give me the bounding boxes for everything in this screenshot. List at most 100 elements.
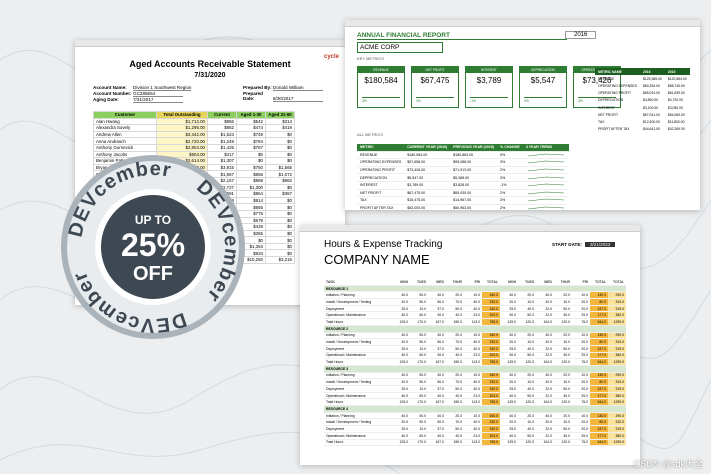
cell: $44,641.00 [642,127,660,132]
cell: 180.0 [446,318,464,326]
cell: 40.0 [554,311,572,320]
cell: 20.0 [500,338,518,346]
header-row: METRIC CURRENT YEAR (2016) PREVIOUS YEAR (… [357,144,569,152]
cell: $52,000.00 [404,204,451,210]
cell: 40.0 [500,432,518,440]
cell: 170.0 [410,318,428,326]
cell: 80.0 [590,378,608,386]
cell: 104.0 [536,318,554,326]
cell: Total Hours [324,318,392,326]
cell: 20.0 [572,425,590,433]
cell: 10.0 [410,385,428,393]
cell: $0 [265,137,295,145]
cell: 157.0 [590,385,608,393]
cell: 40.0 [392,311,410,320]
cell: 60.0 [410,352,428,360]
cell: $474 [236,124,266,132]
cell: 380.0 [608,432,626,440]
cell: 125.0 [392,358,410,366]
cell: 180.0 [446,398,464,407]
cell: $419 [265,124,295,132]
cell: 22.0 [536,425,554,433]
cell: $856 [207,117,237,126]
cell: 25.0 [392,385,410,393]
card-header: REVENUE [358,67,404,73]
data-row: Anna Andrasch $2,720.00 $1,248 $784 $0 [93,137,295,145]
cell: 50.0 [446,305,464,313]
cell: 75.0 [572,358,590,366]
cell: 37.0 [428,305,446,313]
cell: 157.0 [590,345,608,353]
cell: 120.0 [554,318,572,326]
cell: 170.0 [410,398,428,407]
cell: 20.0 [572,378,590,386]
cell: 160.0 [482,332,500,340]
cell: 80.0 [590,298,608,306]
cell: $784 [236,137,266,145]
cell: 290.0 [608,332,626,340]
cell: 20.0 [572,418,590,427]
cell: 40.0 [428,372,446,380]
header-row: METRIC NAME 2016 2015 [595,68,690,76]
resource-name: RESOURCE 2 [324,325,626,333]
cell: $120,584.00 [667,76,687,81]
cell: 177.0 [590,311,608,320]
task-row: Initiation / Planning 40.0 50.0 40.0 20.0 10.… [324,291,626,300]
cell: 20.0 [392,378,410,386]
section-label: KEY METRICS [357,56,385,61]
cell: 25.0 [572,392,590,400]
cell: 70.0 [446,378,464,386]
cell: $0 [265,130,295,139]
cell: 75.0 [572,398,590,407]
task-row: Install / Development / Testing 20.0 50.0 5… [324,338,626,346]
sheet-title: Hours & Expense Tracking [324,239,443,250]
sparkline [527,168,564,172]
cell: 37.0 [428,425,446,433]
cell: 544.0 [590,358,608,366]
column-header: Aged 31-60 [265,111,295,119]
column-header: TOTAL [590,279,608,286]
cell: 22.0 [536,305,554,313]
cell: 20.0 [536,378,554,386]
task-row: Initiation / Planning 40.0 50.0 40.0 20.0 10.… [324,412,626,420]
cell: 40.0 [392,352,410,360]
metrics-table: METRIC CURRENT YEAR (2016) PREVIOUS YEAR (… [357,144,569,210]
cell: 20.0 [536,338,554,346]
cell: 203.0 [482,392,500,400]
cell: DEPRECIATION [598,98,624,103]
cell: Initiation / Planning [324,332,392,340]
task-row: Total Hours 125.0 170.0 167.0 180.0 113.0 755.… [324,318,626,326]
cell: 125.0 [500,318,518,326]
cell: 60.0 [410,432,428,440]
cell: 20.0 [554,332,572,340]
task-row: Deployment 25.0 10.0 37.0 50.0 40.0 162.0 25.0 4… [324,345,626,353]
cell: Initiation / Planning [324,291,392,300]
header-row: TASK MON TUES WED THUR FRI TOTAL MON TUES WED THUR… [324,279,626,286]
column-header: 2015 [664,68,690,76]
field-label: Account Number: [93,91,132,96]
column-header: Customer [93,111,157,119]
cell: 40.0 [428,352,446,360]
column-header: % CHANGE [497,144,523,152]
cell: 10.0 [410,425,428,433]
cell: 50.0 [518,311,536,320]
cell: 25.0 [572,352,590,360]
trend-cell [522,181,569,190]
field-label: Prepared Date: [243,91,263,101]
cell: 50.0 [410,418,428,427]
metric-card: REVENUE $180,584 3% [357,66,405,108]
cell: 50.0 [428,298,446,306]
cell: 319.0 [608,305,626,313]
cell: Deployment [324,345,392,353]
task-row: Deployment 25.0 10.0 37.0 50.0 40.0 162.0 25.0 4… [324,425,626,433]
cell: 544.0 [590,398,608,407]
cell: OPERATING PROFIT [598,91,632,96]
cell: 125.0 [500,358,518,366]
card-change: 3% [362,99,367,103]
sparkline-line [527,168,564,172]
cell: $2,804.00 [156,143,208,152]
cell: 20.0 [536,298,554,306]
cell: 0% [497,151,523,160]
cell: 20.0 [446,412,464,420]
cell: $0 [265,216,295,225]
